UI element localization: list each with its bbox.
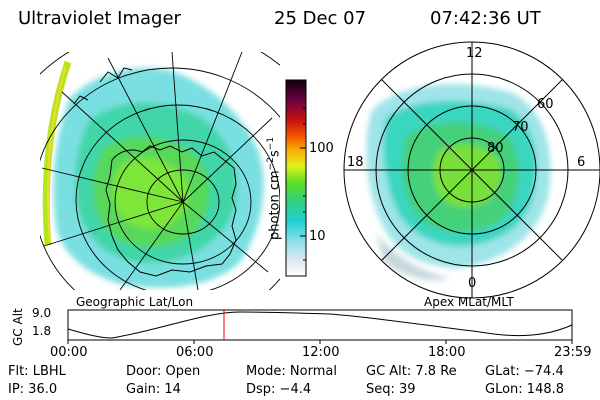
time-tick-1800: 18:00: [428, 345, 466, 360]
status-dsp: Dsp: −4.4: [246, 382, 312, 397]
altitude-ytick-max: 9.0: [32, 306, 52, 320]
status-mode: Mode: Normal: [246, 364, 337, 379]
instrument-title: Ultraviolet Imager: [18, 8, 181, 29]
time-label: 07:42:36 UT: [430, 8, 541, 29]
status-seq: Seq: 39: [366, 382, 416, 397]
mlt-label-6: 6: [577, 155, 586, 170]
altitude-strip: [67, 309, 573, 344]
status-gc-alt: GC Alt: 7.8 Re: [366, 364, 457, 379]
apex-polar-map: [343, 41, 600, 299]
mlat-label-80: 80: [487, 141, 504, 156]
colorbar: [285, 79, 307, 277]
mlat-label-60: 60: [537, 97, 554, 112]
colorbar-unit-label: photon cm−2s−1: [266, 136, 283, 240]
time-tick-2359: 23:59: [554, 345, 592, 360]
status-filter: Flt: LBHL: [8, 364, 66, 379]
mlt-label-0: 0: [468, 276, 477, 291]
mlat-label-70: 70: [512, 120, 529, 135]
mlt-label-12: 12: [466, 46, 483, 61]
time-tick-0000: 00:00: [50, 345, 88, 360]
time-tick-1200: 12:00: [302, 345, 340, 360]
status-ip: IP: 36.0: [8, 382, 58, 397]
status-gain: Gain: 14: [126, 382, 181, 397]
altitude-ytick-min: 1.8: [32, 324, 52, 338]
altitude-curve: [67, 311, 573, 339]
colorbar-tick-10: 10: [309, 229, 326, 244]
mlt-label-18: 18: [347, 155, 364, 170]
date-label: 25 Dec 07: [274, 8, 367, 29]
status-glat: GLat: −74.4: [485, 364, 564, 379]
colorbar-tick-100: 100: [309, 141, 334, 156]
time-tick-0600: 06:00: [176, 345, 214, 360]
status-glon: GLon: 148.8: [485, 382, 565, 397]
altitude-ylabel: GC Alt: [11, 308, 25, 346]
geographic-caption: Geographic Lat/Lon: [76, 295, 194, 309]
apex-caption: Apex MLat/MLT: [424, 295, 514, 309]
status-door: Door: Open: [126, 364, 201, 379]
geographic-map: [40, 52, 280, 290]
